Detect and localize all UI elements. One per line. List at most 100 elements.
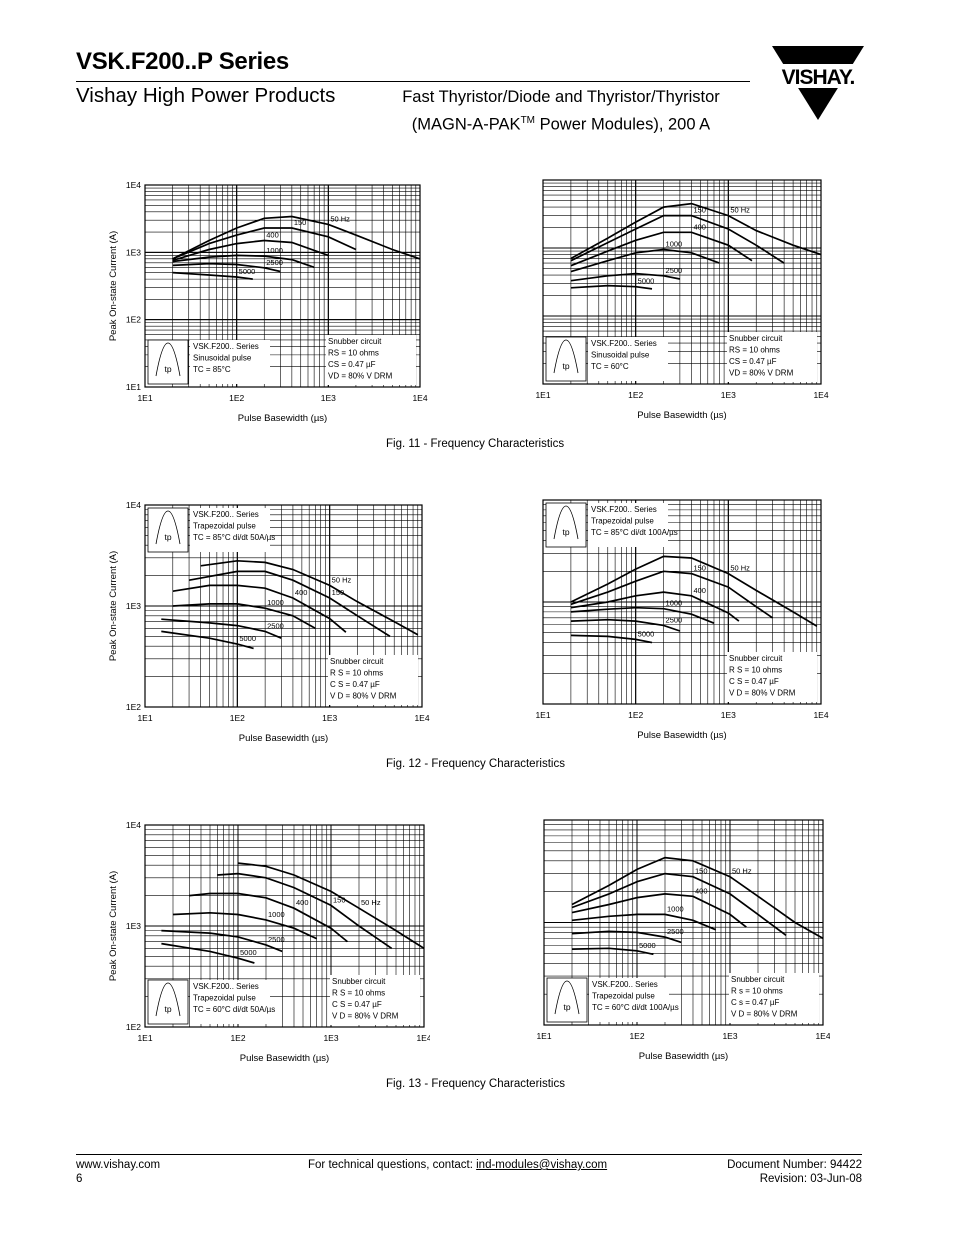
series-line	[200, 559, 419, 636]
series-line	[161, 929, 283, 953]
info-line: Trapezoidal pulse	[193, 522, 256, 531]
x-tick-label: 1E3	[721, 710, 736, 720]
snubber-line: C S = 0.47 µF	[332, 1000, 382, 1009]
snubber-line: V D = 80% V DRM	[330, 692, 397, 701]
series-line	[570, 591, 740, 622]
footer-contact-prefix: For technical questions, contact:	[308, 1159, 477, 1171]
chart-grid	[144, 824, 425, 1028]
x-tick-label: 1E4	[815, 1031, 830, 1041]
snubber-line: CS = 0.47 µF	[328, 360, 376, 369]
product-subtitle: Fast Thyristor/Diode and Thyristor/Thyri…	[373, 86, 749, 137]
series-label: 50 Hz	[730, 206, 750, 215]
info-line: VSK.F200.. Series	[592, 980, 658, 989]
series-label: 1000	[268, 910, 285, 919]
footer-rule	[76, 1154, 862, 1155]
x-tick-label: 1E1	[535, 710, 550, 720]
series-label: 400	[695, 886, 708, 895]
chart-svg: 1E1 1E2 1E3 1E4 Pulse Basewidth (µs) 50 Hz 150…	[535, 499, 829, 741]
pulse-width-label: tp	[164, 1004, 171, 1014]
x-tick-label: 1E2	[628, 390, 643, 400]
series-line	[172, 215, 421, 260]
series-line	[172, 911, 317, 940]
x-tick-label: 1E2	[229, 393, 244, 403]
snubber-line: R s = 10 ohms	[731, 987, 783, 996]
snubber-line: RS = 10 ohms	[328, 349, 379, 358]
info-line: Trapezoidal pulse	[592, 992, 655, 1001]
snubber-line: CS = 0.47 µF	[729, 357, 777, 366]
snubber-line: C S = 0.47 µF	[330, 680, 380, 689]
snubber-box	[729, 973, 819, 1023]
vishay-logo: VISHAY.	[770, 46, 866, 120]
info-line: Sinusoidal pulse	[591, 351, 650, 360]
x-axis-label: Pulse Basewidth (µs)	[240, 1053, 329, 1064]
x-tick-label: 1E1	[535, 390, 550, 400]
y-tick-label: 1E4	[126, 180, 141, 190]
chart-svg: 1E1 1E2 1E3 1E4 1E1 1E2 1E3 1E4 Pulse Basewidth …	[108, 180, 428, 424]
footer-contact: For technical questions, contact: ind-mo…	[308, 1159, 607, 1171]
x-tick-label: 1E4	[412, 393, 427, 403]
brand-name: Vishay High Power Products	[76, 84, 336, 107]
series-line	[188, 570, 391, 638]
series-label: 1000	[667, 904, 684, 913]
snubber-line: VD = 80% V DRM	[328, 372, 393, 381]
footer-revision: Revision: 03-Jun-08	[759, 1173, 862, 1185]
footer-website[interactable]: www.vishay.com	[76, 1159, 161, 1171]
series-label: 50 Hz	[732, 867, 752, 876]
info-line: VSK.F200.. Series	[193, 510, 259, 519]
pulse-shape-box	[545, 502, 587, 548]
x-tick-label: 1E3	[721, 390, 736, 400]
x-tick-label: 1E2	[628, 710, 643, 720]
snubber-box	[326, 335, 416, 385]
plot-frame	[542, 179, 822, 385]
series-label: 150	[695, 867, 708, 876]
series-line	[161, 942, 255, 964]
y-tick-label: 1E3	[126, 601, 141, 611]
snubber-line: Snubber circuit	[729, 334, 783, 343]
page-title: VSK.F200..P Series	[76, 48, 289, 75]
series-label: 2500	[667, 927, 684, 936]
snubber-line: VD = 80% V DRM	[729, 369, 794, 378]
series-line	[172, 254, 315, 269]
info-line: TC = 85°C	[193, 365, 231, 374]
series-line	[189, 892, 348, 943]
info-line: Trapezoidal pulse	[591, 517, 654, 526]
pulse-width-label: tp	[562, 361, 569, 371]
series-label: 150	[693, 564, 706, 573]
snubber-line: Snubber circuit	[330, 657, 384, 666]
info-line: VSK.F200.. Series	[193, 982, 259, 991]
snubber-line: RS = 10 ohms	[729, 346, 780, 355]
pulse-shape-curve	[155, 342, 181, 377]
footer-doc-number: Document Number: 94422	[727, 1159, 862, 1171]
info-box	[190, 980, 270, 1024]
snubber-box	[727, 332, 817, 382]
subtitle-line-2-pre: (MAGN-A-PAK	[411, 115, 521, 134]
series-line	[172, 584, 347, 633]
pulse-shape-box	[147, 507, 189, 553]
pulse-shape-box	[147, 339, 189, 385]
trademark-mark: TM	[520, 115, 536, 126]
x-axis-label: Pulse Basewidth (µs)	[238, 413, 327, 424]
plot-frame	[144, 504, 423, 708]
y-tick-label: 1E3	[126, 247, 141, 257]
x-axis-label: Pulse Basewidth (µs)	[639, 1051, 728, 1062]
pulse-shape-curve	[553, 339, 579, 374]
series-label: 400	[296, 898, 309, 907]
x-tick-label: 1E2	[230, 1033, 245, 1043]
plot-frame	[543, 819, 824, 1026]
y-tick-label: 1E2	[126, 1022, 141, 1032]
snubber-line: Snubber circuit	[328, 337, 382, 346]
x-tick-label: 1E3	[321, 393, 336, 403]
series-label: 400	[295, 588, 308, 597]
series-line	[571, 856, 824, 940]
series-label: 50 Hz	[730, 564, 750, 573]
footer-page-number: 6	[76, 1173, 83, 1185]
info-box	[589, 978, 669, 1022]
fig13-caption: Fig. 13 - Frequency Characteristics	[386, 1078, 565, 1090]
info-line: TC = 85°C di/dt 50A/µs	[193, 533, 275, 542]
y-tick-label: 1E1	[126, 382, 141, 392]
snubber-line: R S = 10 ohms	[330, 669, 383, 678]
series-label: 5000	[240, 948, 257, 957]
x-axis-label: Pulse Basewidth (µs)	[637, 410, 726, 421]
footer-contact-email[interactable]: ind-modules@vishay.com	[476, 1159, 608, 1171]
snubber-line: R S = 10 ohms	[332, 989, 385, 998]
